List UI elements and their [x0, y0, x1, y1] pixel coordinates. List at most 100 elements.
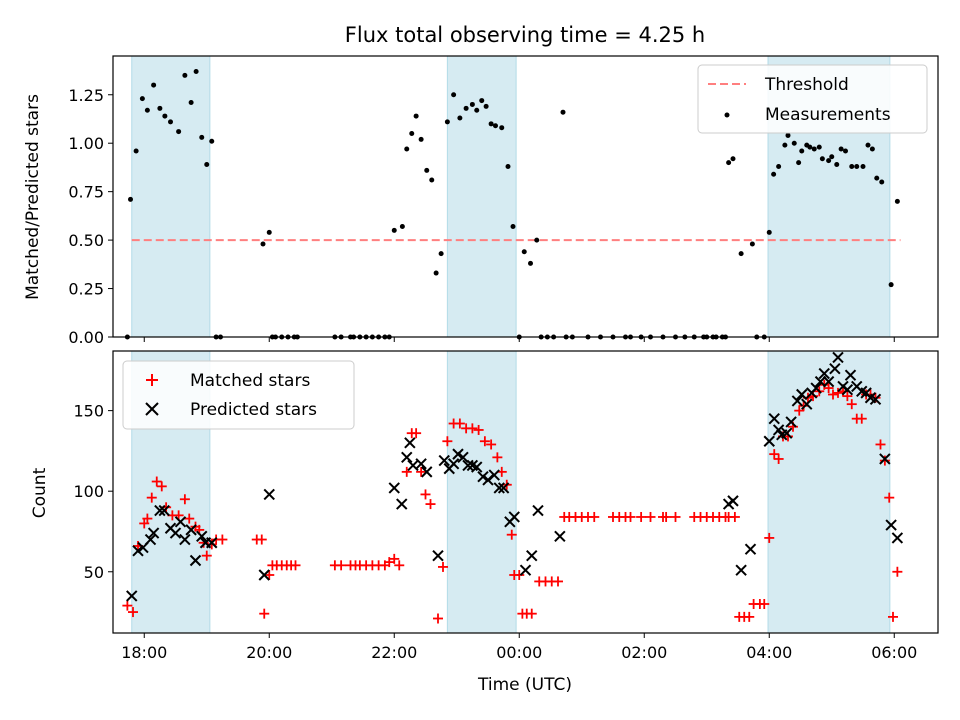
bottom-legend: Matched stars Predicted stars	[122, 360, 355, 430]
bottom-legend-box	[122, 360, 355, 430]
measurement-point	[534, 237, 540, 243]
matched-star-point	[553, 576, 563, 587]
measurement-point	[869, 146, 875, 152]
measurement-point	[521, 249, 527, 255]
measurement-point	[128, 196, 133, 202]
legend-predicted-swatch	[145, 402, 159, 416]
predicted-star-point	[801, 398, 813, 410]
predicted-star-point	[452, 448, 464, 460]
predicted-star-point	[519, 564, 532, 576]
matched-star-point	[729, 511, 740, 522]
predicted-star-point	[891, 532, 904, 544]
measurement-point	[157, 105, 163, 111]
top-y-tick-label: 0.25	[68, 280, 104, 299]
measurement-point	[888, 282, 894, 288]
matched-star-point	[759, 598, 770, 609]
measurement-point	[505, 163, 511, 169]
matched-star-point	[264, 569, 275, 580]
matched-star-point	[769, 449, 780, 460]
measurement-point	[811, 146, 817, 152]
measurement-point	[204, 162, 210, 168]
measurement-point	[826, 158, 832, 164]
predicted-star-point	[147, 527, 160, 539]
matched-star-point	[636, 511, 647, 522]
predicted-star-point	[869, 393, 882, 406]
top-panel-ratio: 0.00 0.25 0.50 0.75 1.00 1.25 Matched/Predict…	[23, 55, 939, 347]
matched-star-point	[454, 418, 465, 429]
measurement-point	[528, 260, 533, 266]
predicted-star-point	[810, 382, 822, 394]
matched-star-point	[884, 492, 895, 503]
matched-star-point	[856, 413, 867, 424]
matched-star-point	[625, 511, 636, 522]
predicted-star-point	[796, 388, 808, 401]
top-y-axis-label: Matched/Predicted stars	[23, 94, 43, 300]
predicted-star-point	[526, 549, 538, 562]
predicted-star-point	[415, 458, 427, 470]
predicted-star-point	[554, 530, 566, 543]
top-legend: Threshold Measurements	[697, 64, 928, 134]
top-axes-frame	[112, 55, 939, 338]
predicted-star-point	[844, 369, 857, 381]
measurement-point	[560, 109, 566, 115]
measurement-point	[483, 103, 489, 109]
predicted-star-point	[432, 549, 444, 562]
measurement-point	[463, 105, 469, 111]
measurement-point	[151, 82, 157, 88]
measurement-point	[834, 162, 840, 168]
measurement-point	[391, 227, 397, 233]
matched-star-point	[433, 613, 443, 624]
matched-star-point	[670, 511, 681, 522]
matched-star-point	[870, 392, 881, 403]
measurement-point	[418, 136, 424, 142]
measurement-point	[133, 148, 139, 154]
predicted-star-point	[126, 590, 138, 602]
measurement-point	[730, 156, 736, 162]
matched-star-point	[764, 532, 775, 543]
measurement-point	[193, 69, 199, 75]
measurement-point	[176, 129, 182, 135]
predicted-star-point	[735, 564, 747, 576]
x-axis-label: Time (UTC)	[477, 675, 572, 695]
matched-star-point	[416, 466, 427, 477]
measurement-point	[849, 163, 855, 169]
measurement-point	[829, 154, 835, 160]
predicted-star-point	[401, 451, 413, 464]
top-y-tick-label: 1.00	[68, 134, 104, 153]
predicted-star-point	[885, 519, 897, 531]
bottom-y-axis-label: Count	[30, 467, 50, 518]
matched-star-point	[151, 476, 162, 487]
matched-star-point	[438, 561, 448, 572]
top-y-ticks: 0.00 0.25 0.50 0.75 1.00 1.25	[68, 86, 113, 347]
matched-star-point	[875, 439, 886, 450]
matched-star-point	[394, 560, 405, 571]
predicted-star-point	[508, 511, 520, 523]
predicted-star-point	[404, 437, 416, 449]
matched-star-point	[661, 511, 672, 522]
top-y-tick-label: 0.75	[68, 183, 104, 202]
predicted-star-point	[132, 545, 144, 557]
matched-star-point	[823, 383, 834, 394]
measurement-point	[510, 224, 516, 230]
predicted-star-point	[438, 454, 450, 467]
matched-star-point	[128, 607, 138, 618]
measurement-point	[474, 107, 480, 113]
measurement-point	[433, 270, 439, 276]
matched-star-point	[744, 611, 755, 622]
measurement-point	[766, 229, 772, 235]
measurement-point	[424, 167, 430, 173]
matched-star-point	[473, 424, 484, 435]
matched-star-point	[645, 511, 656, 522]
bottom-x-ticks: 18:00 20:00 22:00 00:00 02:00 04:00 06:00	[121, 633, 917, 662]
predicted-star-point	[879, 453, 891, 465]
predicted-star-point	[477, 470, 489, 483]
measurement-point	[409, 131, 415, 137]
predicted-star-point	[144, 533, 157, 546]
measurement-point	[188, 100, 194, 106]
predicted-star-point	[841, 383, 854, 396]
matched-star-point	[425, 499, 436, 510]
top-y-tick-label: 0.50	[68, 231, 104, 250]
matched-star-point	[442, 436, 453, 447]
matched-star-point	[256, 534, 267, 545]
